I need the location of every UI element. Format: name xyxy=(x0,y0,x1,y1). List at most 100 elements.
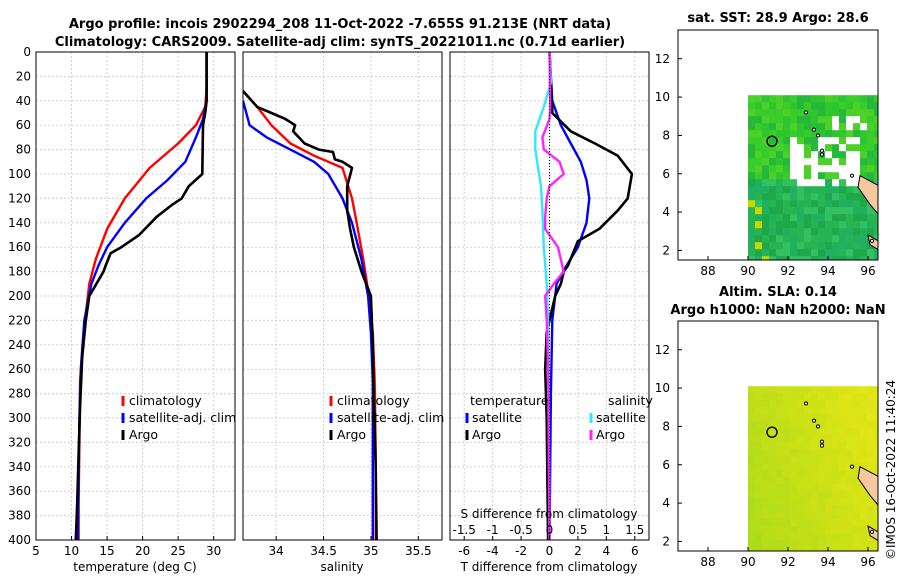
map-cell xyxy=(790,200,798,208)
map-cell xyxy=(839,130,847,138)
map-cell xyxy=(748,421,756,429)
map-cell xyxy=(748,477,756,485)
map-cell xyxy=(818,519,826,527)
map-cell xyxy=(748,456,756,464)
map-cell xyxy=(762,95,770,103)
map-cell xyxy=(874,547,879,552)
map-cell xyxy=(797,470,805,478)
map-cell xyxy=(769,214,777,222)
map-cell xyxy=(818,102,826,110)
map-cell xyxy=(804,165,812,173)
map-cell xyxy=(832,547,840,552)
map-cell xyxy=(839,407,847,415)
map-cell xyxy=(860,130,868,138)
map-cell xyxy=(853,249,861,257)
map-cell xyxy=(811,470,819,478)
island-marker xyxy=(815,424,821,429)
map-cell xyxy=(755,158,763,166)
map-cell xyxy=(790,228,798,236)
depth-tick-label: 120 xyxy=(8,191,31,205)
x-tick-label: 15 xyxy=(99,544,114,558)
map-cell xyxy=(797,235,805,243)
diff-legend-tsat-label: satellite xyxy=(472,410,522,425)
x-top-tick-label: 0 xyxy=(546,523,554,537)
map-cell xyxy=(811,165,819,173)
map-cell xyxy=(874,428,879,436)
map-cell xyxy=(832,116,840,124)
island-marker xyxy=(803,401,809,406)
map-cell xyxy=(818,221,826,229)
map-cell xyxy=(783,221,791,229)
map-cell xyxy=(853,463,861,471)
map-cell xyxy=(755,116,763,124)
map-cell xyxy=(860,109,868,117)
map-cell xyxy=(804,123,812,131)
x-top-tick-label: 0.5 xyxy=(568,523,587,537)
series-line-t-satellite xyxy=(548,52,591,540)
map-cell xyxy=(804,498,812,506)
legend-sal-argo-label: Argo xyxy=(337,427,366,442)
x-top-tick-label: -1 xyxy=(487,523,499,537)
map-cell xyxy=(755,498,763,506)
map-cell xyxy=(762,386,770,394)
map-cell xyxy=(804,540,812,548)
map-cell xyxy=(769,540,777,548)
map-cell xyxy=(748,158,756,166)
map-cell xyxy=(846,393,854,401)
map-cell xyxy=(839,393,847,401)
map-cell xyxy=(811,221,819,229)
map-cell xyxy=(860,400,868,408)
map-cell xyxy=(839,498,847,506)
map-cell xyxy=(818,186,826,194)
map-cell xyxy=(860,428,868,436)
map-cell xyxy=(853,498,861,506)
map-cell xyxy=(825,414,833,422)
x-tick-label: 4 xyxy=(603,544,611,558)
map-cell xyxy=(825,470,833,478)
map-cell xyxy=(818,540,826,548)
map-cell xyxy=(818,207,826,215)
map-cell xyxy=(853,109,861,117)
map-cell xyxy=(825,547,833,552)
map-cell xyxy=(755,463,763,471)
map-cell xyxy=(748,151,756,159)
map-cell xyxy=(804,144,812,152)
map-cell xyxy=(846,158,854,166)
map-cell xyxy=(818,214,826,222)
map-cell xyxy=(762,116,770,124)
map-cell xyxy=(846,179,854,187)
map-cell xyxy=(769,428,777,436)
map-cell xyxy=(804,463,812,471)
map-cell xyxy=(797,116,805,124)
map-cell xyxy=(804,512,812,520)
map-cell xyxy=(818,484,826,492)
map-cell xyxy=(839,386,847,394)
map-x-tick-label: 94 xyxy=(820,264,835,278)
map-cell xyxy=(832,144,840,152)
map-cell xyxy=(804,130,812,138)
map-cell xyxy=(804,505,812,513)
map-cell xyxy=(783,393,791,401)
map-cell xyxy=(783,130,791,138)
map-cell xyxy=(804,470,812,478)
map-cell xyxy=(846,526,854,534)
map-cell xyxy=(790,547,798,552)
map-cell xyxy=(797,130,805,138)
map-cell xyxy=(797,400,805,408)
map-cell xyxy=(762,393,770,401)
map-cell xyxy=(832,456,840,464)
map-cell xyxy=(832,200,840,208)
map-cell xyxy=(832,533,840,541)
map-cell xyxy=(867,428,875,436)
map-cell xyxy=(853,526,861,534)
map-cell xyxy=(762,130,770,138)
map-cell xyxy=(832,235,840,243)
map-cell xyxy=(825,116,833,124)
map-cell xyxy=(769,144,777,152)
x-top-tick-label: 1 xyxy=(603,523,611,537)
map-cell xyxy=(762,123,770,131)
map-cell xyxy=(811,519,819,527)
map-cell xyxy=(797,242,805,250)
map-cell xyxy=(811,102,819,110)
